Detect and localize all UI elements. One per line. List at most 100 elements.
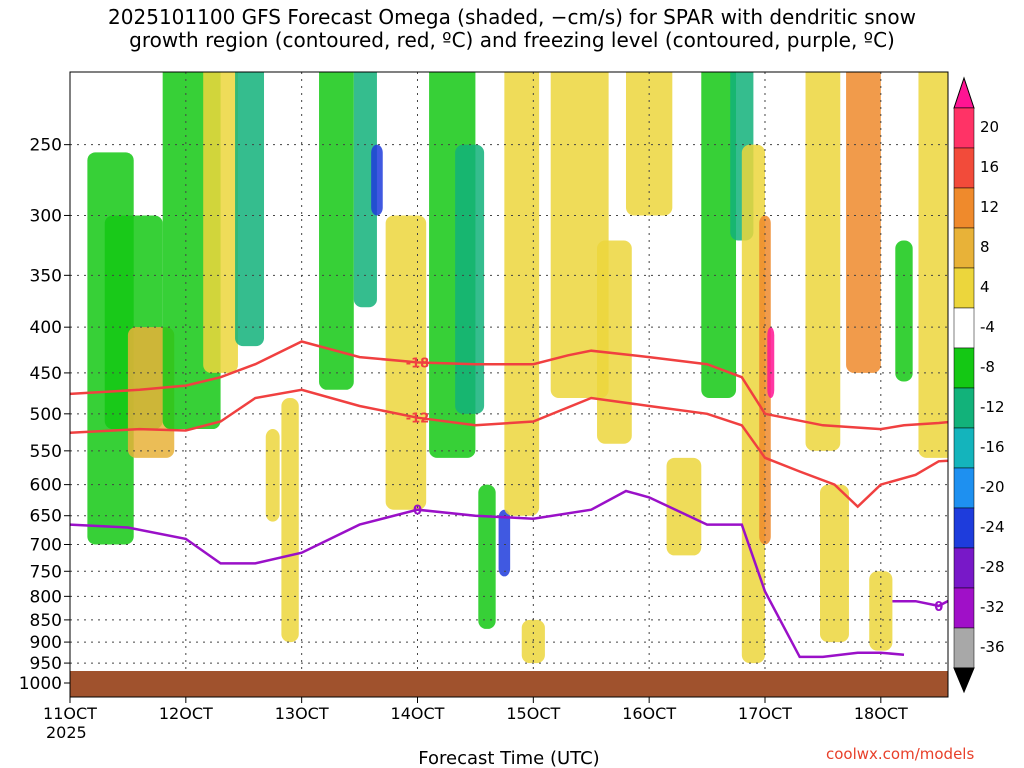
- y-tick-label: 250: [30, 136, 62, 156]
- y-tick-label: 400: [30, 318, 62, 338]
- shade-cell-14: [455, 144, 485, 414]
- plot-frame: [69, 71, 949, 698]
- colorbar-label: -12: [980, 398, 1005, 416]
- colorbar-label: -4: [980, 318, 995, 336]
- shade-cell-34: [918, 72, 948, 458]
- shade-cell-28: [791, 0, 808, 58]
- y-axis: 2503003504004505005506006507007508008509…: [19, 136, 70, 694]
- y-tick-label: 650: [30, 507, 62, 527]
- colorbar-label: 20: [980, 118, 999, 136]
- y-tick-label: 500: [30, 405, 62, 425]
- shade-cell-9: [319, 72, 354, 390]
- colorbar-swatch: [953, 507, 975, 549]
- y-tick-label: 850: [30, 611, 62, 631]
- y-tick-label: 1000: [19, 674, 62, 694]
- y-tick-label: 700: [30, 535, 62, 555]
- colorbar-label: -16: [980, 438, 1005, 456]
- colorbar-label: 8: [980, 238, 990, 256]
- y-tick-label: 950: [30, 654, 62, 674]
- x-tick-label: 16OCT: [622, 704, 676, 723]
- shade-cell-27: [767, 327, 775, 398]
- colorbar-swatch: [953, 307, 975, 349]
- contour-freezing_east: [892, 599, 948, 608]
- colorbar-swatch: [953, 267, 975, 309]
- colorbar-label: 16: [980, 158, 999, 176]
- colorbar-swatch: [953, 587, 975, 629]
- shade-cell-16: [498, 509, 511, 577]
- y-tick-label: 300: [30, 206, 62, 226]
- shade-cell-23: [701, 72, 737, 398]
- colorbar-swatch: [953, 107, 975, 149]
- colorbar-swatch: [953, 347, 975, 389]
- chart-title-line2: growth region (contoured, red, ºC) and f…: [129, 28, 895, 52]
- shade-cell-15: [478, 484, 496, 629]
- shade-cell-31: [846, 72, 881, 373]
- contour-label-dgz_lower: -12: [406, 412, 430, 427]
- shade-cell-5: [235, 72, 265, 347]
- credit-text: coolwx.com/models: [826, 745, 975, 763]
- shade-cell-17: [504, 72, 540, 516]
- colorbar-swatch: [953, 147, 975, 189]
- contours: -18 -12 0 0: [70, 340, 948, 659]
- x-tick-label: 13OCT: [275, 704, 329, 723]
- colorbar-swatch: [953, 547, 975, 589]
- colorbar-label: -32: [980, 598, 1005, 616]
- colorbar-label: -24: [980, 518, 1005, 536]
- shade-cell-8: [281, 397, 299, 643]
- chart-title: 2025101100 GFS Forecast Omega (shaded, −…: [0, 6, 1024, 52]
- contour-label-dgz_upper: -18: [406, 356, 430, 371]
- colorbar-label: 4: [980, 278, 990, 296]
- colorbar-top-arrow: [953, 76, 975, 109]
- y-tick-label: 800: [30, 587, 62, 607]
- y-tick-label: 350: [30, 266, 62, 286]
- shade-cell-18: [521, 619, 545, 664]
- shade-cell-10: [353, 72, 377, 308]
- x-tick-label: 11OCT: [43, 704, 97, 723]
- shade-cell-29: [805, 72, 841, 451]
- shade-cell-6: [258, 0, 275, 58]
- colorbar-swatch: [953, 187, 975, 229]
- y-tick-label: 600: [30, 476, 62, 496]
- x-tick-label: 17OCT: [738, 704, 792, 723]
- chart-title-line1: 2025101100 GFS Forecast Omega (shaded, −…: [108, 5, 916, 29]
- shade-cell-33: [895, 240, 913, 382]
- colorbar-swatch: [953, 427, 975, 469]
- x-axis-label: Forecast Time (UTC): [418, 748, 599, 768]
- shade-cell-20: [597, 240, 632, 444]
- omega-shading: [87, 0, 1024, 664]
- colorbar-swatch: [953, 467, 975, 509]
- colorbar: 20 16 12 8 4 -4 -8 -12 -16 -20 -24 -28 -32 -36: [953, 76, 1005, 694]
- shade-cell-30: [820, 484, 849, 643]
- colorbar-swatch: [953, 627, 975, 669]
- colorbar-swatch: [953, 227, 975, 269]
- shade-cell-19: [550, 72, 609, 398]
- colorbar-label: -28: [980, 558, 1005, 576]
- shade-cell-11: [371, 144, 383, 216]
- ground-surface: [70, 671, 948, 697]
- shade-cell-32: [869, 571, 893, 651]
- contour-label-freezing_east: 0: [934, 600, 943, 615]
- shade-cell-22: [666, 457, 702, 556]
- contour-dgz_upper: [70, 340, 948, 431]
- x-tick-label: 18OCT: [854, 704, 908, 723]
- y-tick-label: 550: [30, 442, 62, 462]
- contour-label-freezing: 0: [413, 504, 422, 519]
- shade-cell-26: [759, 215, 771, 545]
- y-tick-label: 900: [30, 633, 62, 653]
- colorbar-swatch: [953, 387, 975, 429]
- y-tick-label: 450: [30, 364, 62, 384]
- y-tick-label: 750: [30, 562, 62, 582]
- colorbar-label: 12: [980, 198, 999, 216]
- shade-cell-37: [1011, 215, 1024, 307]
- colorbar-label: -36: [980, 638, 1005, 656]
- colorbar-label: -20: [980, 478, 1005, 496]
- colorbar-label: -8: [980, 358, 995, 376]
- x-axis: 11OCT 12OCT 13OCT 14OCT 15OCT 16OCT 17OCT 18OCT: [43, 697, 908, 723]
- x-tick-label: 15OCT: [506, 704, 560, 723]
- contour-dgz_lower: [70, 388, 948, 509]
- year-label: 2025: [46, 723, 87, 742]
- shade-cell-4: [203, 72, 238, 373]
- colorbar-bottom-arrow: [953, 667, 975, 694]
- shade-cell-7: [265, 429, 280, 522]
